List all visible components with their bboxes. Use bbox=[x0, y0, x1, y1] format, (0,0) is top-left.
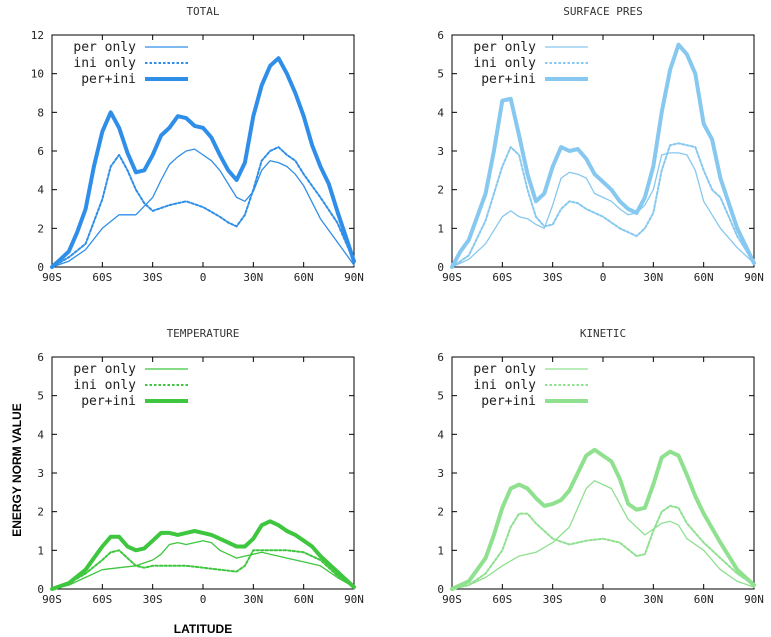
series-line-per-only bbox=[451, 152, 755, 268]
y-tick-label: 1 bbox=[437, 544, 444, 557]
x-tick-label: 90N bbox=[344, 593, 364, 606]
y-axis-label: ENERGY NORM VALUE bbox=[10, 403, 24, 537]
series-line-per-ini bbox=[50, 56, 356, 269]
x-tick-label: 0 bbox=[600, 271, 607, 284]
y-tick-label: 0 bbox=[437, 261, 444, 274]
series-line-per-only bbox=[451, 480, 755, 590]
y-tick-label: 0 bbox=[37, 261, 44, 274]
y-tick-label: 3 bbox=[437, 467, 444, 480]
y-tick-label: 6 bbox=[37, 351, 44, 364]
y-tick-label: 2 bbox=[437, 184, 444, 197]
legend-label: per only bbox=[73, 40, 136, 55]
panel-title: KINETIC bbox=[580, 327, 626, 340]
y-tick-label: 2 bbox=[37, 222, 44, 235]
legend-label: ini only bbox=[73, 56, 136, 71]
y-tick-label: 0 bbox=[37, 583, 44, 596]
x-tick-label: 90S bbox=[42, 271, 62, 284]
x-tick-label: 30N bbox=[243, 271, 263, 284]
legend-label: per+ini bbox=[81, 394, 136, 409]
x-tick-label: 30S bbox=[143, 593, 163, 606]
y-tick-label: 4 bbox=[37, 428, 44, 441]
y-tick-label: 2 bbox=[37, 506, 44, 519]
x-tick-label: 30N bbox=[243, 593, 263, 606]
x-tick-label: 90N bbox=[744, 271, 764, 284]
x-tick-label: 0 bbox=[200, 271, 207, 284]
series-line-per-ini bbox=[450, 42, 756, 269]
y-tick-label: 0 bbox=[437, 583, 444, 596]
legend-label: per+ini bbox=[481, 394, 536, 409]
x-tick-label: 30S bbox=[143, 271, 163, 284]
y-tick-label: 8 bbox=[37, 106, 44, 119]
series-line-per-only bbox=[51, 148, 355, 268]
legend-label: per+ini bbox=[481, 72, 536, 87]
x-tick-label: 60N bbox=[694, 271, 714, 284]
y-tick-label: 6 bbox=[437, 29, 444, 42]
panel-surface-pres: SURFACE PRES 0 1 2 3 4 5 6 90S 60S 30S 0 30N 60N 90N pe… bbox=[437, 5, 764, 284]
panel-kinetic: KINETIC 0 1 2 3 4 5 6 90S 60S 30S 0 30N 60N 90N per onl… bbox=[437, 327, 764, 606]
x-tick-label: 30N bbox=[643, 593, 663, 606]
x-tick-label: 0 bbox=[200, 593, 207, 606]
panel-total: TOTAL 0 2 4 6 8 10 12 90S 60S 30S 0 30N 60N 90N per onl… bbox=[31, 5, 364, 284]
x-tick-label: 90N bbox=[344, 271, 364, 284]
x-tick-label: 60N bbox=[694, 593, 714, 606]
legend-label: ini only bbox=[473, 378, 536, 393]
y-tick-label: 1 bbox=[37, 544, 44, 557]
x-tick-label: 0 bbox=[600, 593, 607, 606]
y-tick-label: 3 bbox=[437, 145, 444, 158]
y-tick-label: 2 bbox=[437, 506, 444, 519]
x-tick-label: 60S bbox=[492, 593, 512, 606]
legend-label: per only bbox=[473, 362, 536, 377]
x-tick-label: 30S bbox=[543, 593, 563, 606]
y-tick-label: 12 bbox=[31, 29, 44, 42]
legend-label: per+ini bbox=[81, 72, 136, 87]
series-line-per-ini bbox=[50, 519, 356, 591]
x-tick-label: 30S bbox=[543, 271, 563, 284]
series-line-ini-only bbox=[51, 549, 355, 590]
x-tick-label: 90S bbox=[442, 271, 462, 284]
x-tick-label: 60S bbox=[492, 271, 512, 284]
x-tick-label: 90S bbox=[442, 593, 462, 606]
y-tick-label: 1 bbox=[437, 222, 444, 235]
x-tick-label: 60N bbox=[294, 271, 314, 284]
panel-title: TEMPERATURE bbox=[167, 327, 240, 340]
x-axis-label: LATITUDE bbox=[174, 622, 232, 636]
x-tick-label: 90N bbox=[744, 593, 764, 606]
panel-temperature: TEMPERATURE 0 1 2 3 4 5 6 90S 60S 30S 0 30N 60N 90N per… bbox=[37, 327, 364, 606]
panel-title: SURFACE PRES bbox=[563, 5, 642, 18]
panel-title: TOTAL bbox=[186, 5, 219, 18]
y-tick-label: 6 bbox=[37, 145, 44, 158]
y-tick-label: 4 bbox=[437, 428, 444, 441]
y-tick-label: 5 bbox=[437, 68, 444, 81]
y-tick-label: 4 bbox=[37, 184, 44, 197]
x-tick-label: 60S bbox=[92, 271, 112, 284]
y-tick-label: 10 bbox=[31, 68, 44, 81]
series-line-ini-only bbox=[451, 142, 755, 268]
series-line-per-only bbox=[51, 540, 355, 590]
x-tick-label: 60S bbox=[92, 593, 112, 606]
series-line-per-ini bbox=[450, 447, 756, 591]
y-tick-label: 3 bbox=[37, 467, 44, 480]
legend-label: ini only bbox=[73, 378, 136, 393]
x-tick-label: 30N bbox=[643, 271, 663, 284]
series-line-ini-only bbox=[51, 146, 355, 268]
legend-label: per only bbox=[473, 40, 536, 55]
legend-label: per only bbox=[73, 362, 136, 377]
x-tick-label: 60N bbox=[294, 593, 314, 606]
x-tick-label: 90S bbox=[42, 593, 62, 606]
y-tick-label: 5 bbox=[437, 390, 444, 403]
y-tick-label: 4 bbox=[437, 106, 444, 119]
y-tick-label: 6 bbox=[437, 351, 444, 364]
series-line-ini-only bbox=[451, 504, 755, 590]
legend-label: ini only bbox=[473, 56, 536, 71]
y-tick-label: 5 bbox=[37, 390, 44, 403]
